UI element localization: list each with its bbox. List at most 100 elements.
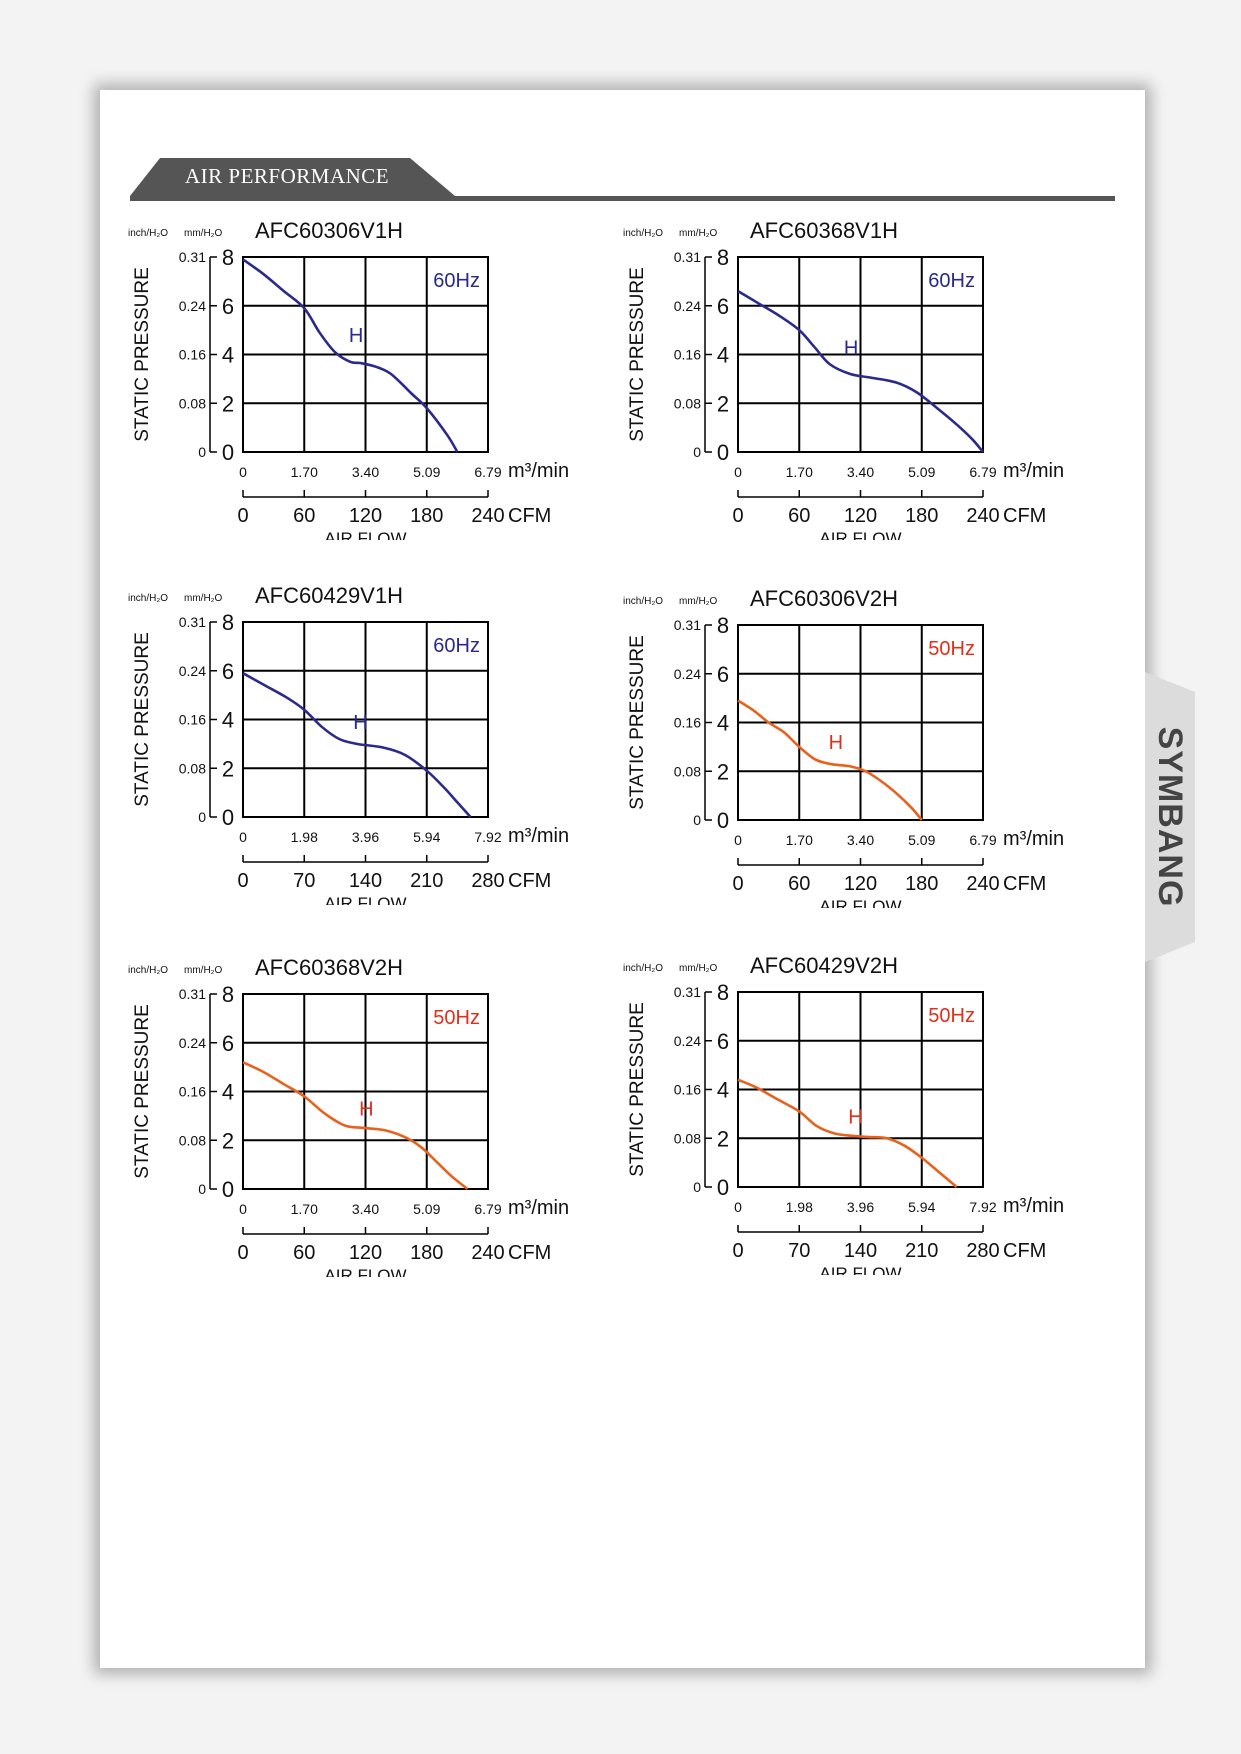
y-tick-label-inch: 0.16 — [674, 347, 701, 363]
pq-chart: AFC60429V2H inch/H₂O mm/H₂O 8 0.31 6 0.24 4 0.16… — [615, 945, 1075, 1283]
y-axis-title: STATIC PRESSURE — [132, 267, 153, 442]
y-tick-label-inch: 0.24 — [179, 663, 206, 679]
brand-tab-shape: SYMBANG — [1145, 672, 1195, 962]
y-unit-inch: inch/H₂O — [623, 596, 663, 607]
x-tick-label-m3: 1.98 — [786, 1199, 813, 1215]
header-divider — [130, 196, 1115, 201]
chart-title: AFC60306V1H — [255, 218, 403, 243]
pq-chart: AFC60306V1H inch/H₂O mm/H₂O 8 0.31 6 0.24 4 0.16… — [120, 210, 580, 548]
frequency-label: 60Hz — [433, 635, 480, 657]
y-unit-mm: mm/H₂O — [679, 228, 718, 239]
x-axis-title: AIR FLOW — [324, 894, 406, 905]
x-tick-label-m3: 3.40 — [847, 832, 874, 848]
x-tick-label-cfm: 240 — [966, 505, 999, 527]
y-tick-label-inch: 0.31 — [674, 984, 701, 1000]
y-tick-label-mm: 8 — [717, 613, 729, 638]
x-unit-m3: m³/min — [508, 1197, 569, 1219]
x-tick-label-m3: 6.79 — [474, 464, 501, 480]
plot-area — [242, 256, 489, 453]
y-axis-title: STATIC PRESSURE — [627, 267, 648, 442]
chart-title: AFC60368V2H — [255, 955, 403, 980]
x-tick-label-cfm: 180 — [410, 1242, 443, 1264]
y-tick-label-mm: 2 — [717, 1126, 729, 1151]
x-tick-label-m3: 5.09 — [413, 1201, 440, 1217]
x-tick-label-m3: 3.96 — [352, 829, 379, 845]
frequency-label: 50Hz — [433, 1007, 480, 1029]
pq-chart: AFC60368V1H inch/H₂O mm/H₂O 8 0.31 6 0.24 4 0.16… — [615, 210, 1075, 548]
x-tick-label-cfm: 60 — [788, 505, 810, 527]
plot-frame — [737, 991, 984, 1188]
y-tick-label-inch: 0.08 — [674, 763, 701, 779]
y-unit-mm: mm/H₂O — [184, 593, 223, 604]
x-tick-label-m3: 0 — [734, 1199, 742, 1215]
frequency-label: 50Hz — [928, 638, 975, 660]
curve-label: H — [829, 732, 843, 754]
y-tick-label-inch: 0 — [693, 1179, 701, 1195]
x-unit-cfm: CFM — [1003, 1240, 1046, 1262]
y-tick-label-inch: 0.31 — [674, 617, 701, 633]
x-tick-label-m3: 7.92 — [474, 829, 501, 845]
y-tick-label-inch: 0 — [693, 444, 701, 460]
y-unit-inch: inch/H₂O — [128, 965, 168, 976]
y-tick-label-inch: 0.24 — [674, 666, 701, 682]
x-tick-label-m3: 3.40 — [847, 464, 874, 480]
pq-chart-svg: AFC60368V1H inch/H₂O mm/H₂O 8 0.31 6 0.24 4 0.16… — [623, 218, 1064, 548]
y-tick-label-inch: 0.24 — [674, 298, 701, 314]
x-tick-label-m3: 0 — [239, 464, 247, 480]
pq-curve — [242, 258, 459, 453]
x-tick-label-cfm: 60 — [293, 1242, 315, 1264]
curve-label: H — [848, 1106, 862, 1128]
chart-title: AFC60368V1H — [750, 218, 898, 243]
x-tick-label-m3: 0 — [734, 832, 742, 848]
x-unit-m3: m³/min — [1003, 460, 1064, 482]
y-tick-label-inch: 0 — [693, 812, 701, 828]
y-tick-label-inch: 0.16 — [179, 712, 206, 728]
frequency-label: 50Hz — [928, 1005, 975, 1027]
pq-chart-svg: AFC60306V2H inch/H₂O mm/H₂O 8 0.31 6 0.24 4 0.16… — [623, 586, 1064, 916]
plot-area — [737, 991, 984, 1188]
curve-label: H — [844, 337, 858, 359]
y-axis-title: STATIC PRESSURE — [132, 632, 153, 807]
y-tick-label-mm: 8 — [222, 245, 234, 270]
pq-curve — [737, 290, 985, 453]
y-tick-label-mm: 8 — [717, 980, 729, 1005]
y-tick-label-inch: 0 — [198, 444, 206, 460]
x-tick-label-cfm: 140 — [349, 870, 382, 892]
x-unit-cfm: CFM — [1003, 505, 1046, 527]
x-tick-label-cfm: 120 — [349, 1242, 382, 1264]
x-axis-title: AIR FLOW — [819, 897, 901, 908]
x-tick-label-m3: 5.09 — [413, 464, 440, 480]
y-tick-label-mm: 0 — [717, 808, 729, 833]
x-tick-label-cfm: 280 — [471, 870, 504, 892]
y-unit-mm: mm/H₂O — [184, 965, 223, 976]
x-unit-cfm: CFM — [508, 870, 551, 892]
y-tick-label-mm: 2 — [717, 391, 729, 416]
x-axis-title: AIR FLOW — [324, 1266, 406, 1277]
y-tick-label-mm: 2 — [222, 1128, 234, 1153]
x-tick-label-cfm: 60 — [788, 873, 810, 895]
y-tick-label-inch: 0.08 — [674, 1130, 701, 1146]
x-unit-m3: m³/min — [1003, 1195, 1064, 1217]
y-tick-label-inch: 0.08 — [179, 395, 206, 411]
y-unit-mm: mm/H₂O — [679, 596, 718, 607]
y-unit-mm: mm/H₂O — [184, 228, 223, 239]
chart-title: AFC60429V1H — [255, 583, 403, 608]
pq-curve — [242, 672, 472, 818]
x-tick-label-cfm: 70 — [293, 870, 315, 892]
y-tick-label-mm: 2 — [222, 756, 234, 781]
x-tick-label-m3: 1.70 — [291, 464, 318, 480]
x-tick-label-cfm: 240 — [471, 505, 504, 527]
x-tick-label-cfm: 70 — [788, 1240, 810, 1262]
plot-frame — [242, 621, 489, 818]
x-tick-label-cfm: 120 — [844, 505, 877, 527]
y-tick-label-inch: 0.16 — [674, 1082, 701, 1098]
pq-chart-svg: AFC60429V1H inch/H₂O mm/H₂O 8 0.31 6 0.24 4 0.16… — [128, 583, 569, 913]
y-unit-mm: mm/H₂O — [679, 963, 718, 974]
y-tick-label-inch: 0.24 — [674, 1033, 701, 1049]
x-tick-label-m3: 3.96 — [847, 1199, 874, 1215]
frequency-label: 60Hz — [433, 270, 480, 292]
y-tick-label-mm: 4 — [222, 343, 234, 368]
x-tick-label-cfm: 180 — [905, 505, 938, 527]
y-axis-title: STATIC PRESSURE — [132, 1004, 153, 1179]
curve-label: H — [349, 325, 363, 347]
